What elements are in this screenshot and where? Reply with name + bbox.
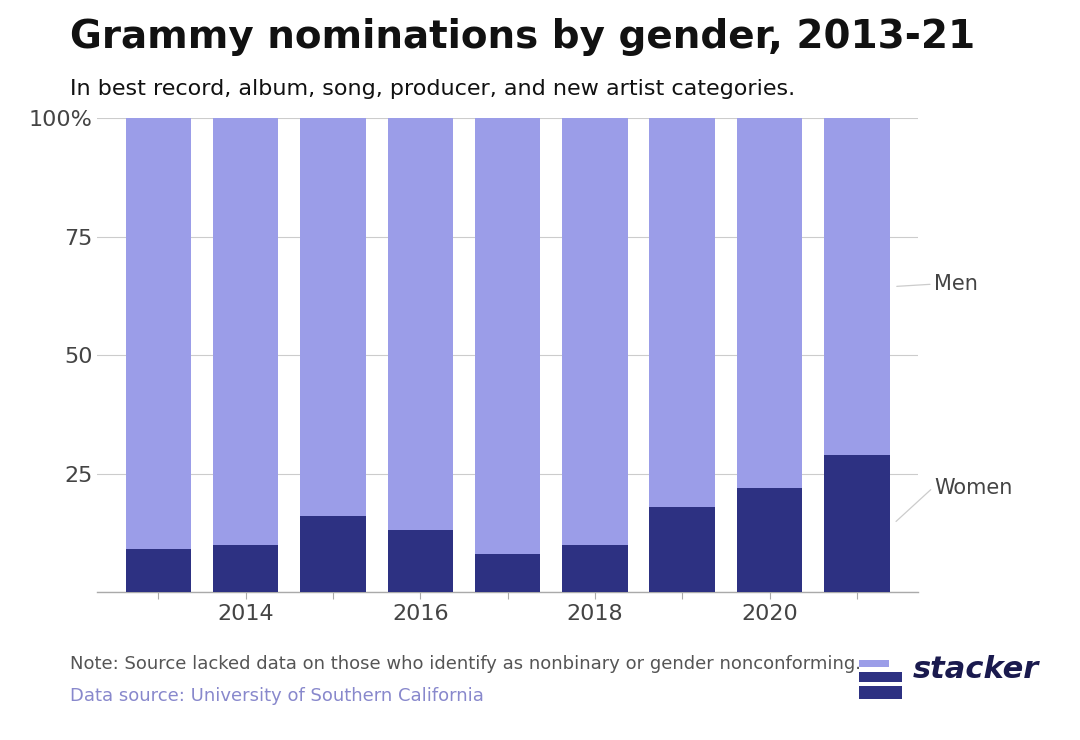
Bar — [388, 531, 453, 592]
Bar — [475, 118, 540, 554]
Text: Grammy nominations by gender, 2013-21: Grammy nominations by gender, 2013-21 — [70, 18, 975, 56]
Bar — [649, 507, 715, 592]
Text: Men: Men — [934, 274, 978, 295]
Bar — [649, 118, 715, 507]
Bar — [213, 118, 279, 545]
Bar — [563, 545, 627, 592]
Text: In best record, album, song, producer, and new artist categories.: In best record, album, song, producer, a… — [70, 79, 795, 99]
Text: stacker: stacker — [913, 655, 1039, 684]
Bar — [388, 118, 453, 531]
Bar — [824, 118, 890, 454]
Bar — [300, 517, 366, 592]
Text: Data source: University of Southern California: Data source: University of Southern Cali… — [70, 687, 484, 704]
Bar — [300, 118, 366, 517]
Text: Women: Women — [934, 478, 1013, 498]
Bar — [125, 118, 191, 549]
Bar — [737, 118, 802, 488]
Bar — [213, 545, 279, 592]
Text: Note: Source lacked data on those who identify as nonbinary or gender nonconform: Note: Source lacked data on those who id… — [70, 655, 861, 673]
Bar — [125, 549, 191, 592]
Bar — [824, 454, 890, 592]
Bar — [563, 118, 627, 545]
Bar — [737, 488, 802, 592]
Bar — [475, 554, 540, 592]
